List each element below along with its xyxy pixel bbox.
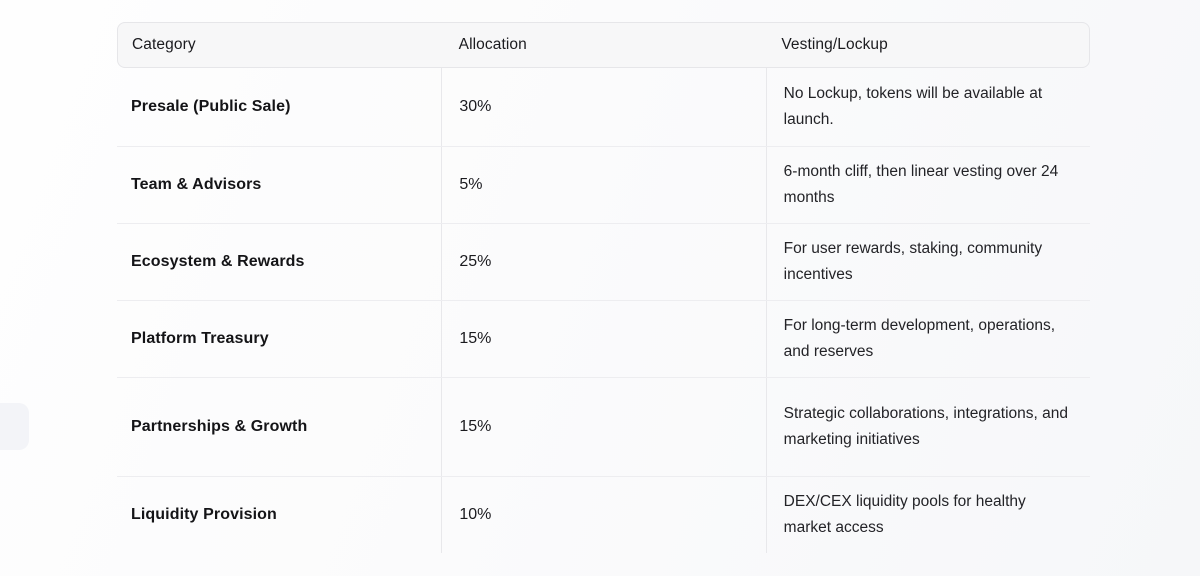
vesting-cell: 6-month cliff, then linear vesting over …: [765, 147, 1090, 223]
vesting-cell: No Lockup, tokens will be available at l…: [765, 68, 1090, 146]
column-header-category: Category: [132, 36, 196, 53]
allocation-value: 5%: [459, 176, 483, 193]
vesting-cell: For long-term development, operations, a…: [765, 301, 1090, 377]
allocation-cell: 15%: [441, 378, 765, 476]
table-row: Team & Advisors 5% 6-month cliff, then l…: [117, 147, 1090, 224]
category-cell: Team & Advisors: [117, 147, 441, 223]
allocation-value: 15%: [459, 418, 492, 435]
category-label: Team & Advisors: [131, 176, 262, 193]
vesting-description: 6-month cliff, then linear vesting over …: [783, 163, 1059, 206]
vesting-description: For user rewards, staking, community inc…: [783, 240, 1043, 283]
allocation-cell: 10%: [441, 477, 765, 553]
table-body: Presale (Public Sale) 30% No Lockup, tok…: [117, 68, 1090, 553]
category-label: Presale (Public Sale): [131, 98, 291, 115]
table-row: Platform Treasury 15% For long-term deve…: [117, 301, 1090, 378]
left-edge-tab-handle: [0, 403, 29, 450]
table-row: Ecosystem & Rewards 25% For user rewards…: [117, 224, 1090, 301]
column-header-vesting-lockup: Vesting/Lockup: [781, 36, 888, 53]
vesting-description: No Lockup, tokens will be available at l…: [783, 85, 1043, 128]
category-cell: Liquidity Provision: [117, 477, 441, 553]
table-row: Liquidity Provision 10% DEX/CEX liquidit…: [117, 477, 1090, 553]
vesting-description: Strategic collaborations, integrations, …: [783, 405, 1068, 448]
allocation-value: 25%: [459, 253, 492, 270]
vesting-description: For long-term development, operations, a…: [783, 317, 1056, 360]
allocation-cell: 5%: [441, 147, 765, 223]
allocation-cell: 30%: [441, 68, 765, 146]
category-cell: Partnerships & Growth: [117, 378, 441, 476]
allocation-value: 10%: [459, 506, 492, 523]
vesting-cell: Strategic collaborations, integrations, …: [765, 378, 1090, 476]
vesting-cell: For user rewards, staking, community inc…: [765, 224, 1090, 300]
vesting-cell: DEX/CEX liquidity pools for healthy mark…: [765, 477, 1090, 553]
allocation-value: 30%: [459, 98, 492, 115]
category-label: Partnerships & Growth: [131, 418, 308, 435]
category-cell: Presale (Public Sale): [117, 68, 441, 146]
category-label: Ecosystem & Rewards: [131, 253, 305, 270]
table-header-row: Category Allocation Vesting/Lockup: [117, 22, 1090, 68]
table-row: Presale (Public Sale) 30% No Lockup, tok…: [117, 68, 1090, 147]
category-label: Liquidity Provision: [131, 506, 277, 523]
allocation-cell: 15%: [441, 301, 765, 377]
column-header-allocation: Allocation: [458, 36, 527, 53]
category-label: Platform Treasury: [131, 330, 269, 347]
category-cell: Ecosystem & Rewards: [117, 224, 441, 300]
category-cell: Platform Treasury: [117, 301, 441, 377]
allocation-value: 15%: [459, 330, 492, 347]
allocation-cell: 25%: [441, 224, 765, 300]
vesting-description: DEX/CEX liquidity pools for healthy mark…: [783, 493, 1026, 536]
token-allocation-table: Category Allocation Vesting/Lockup Presa…: [117, 22, 1090, 553]
table-row: Partnerships & Growth 15% Strategic coll…: [117, 378, 1090, 477]
